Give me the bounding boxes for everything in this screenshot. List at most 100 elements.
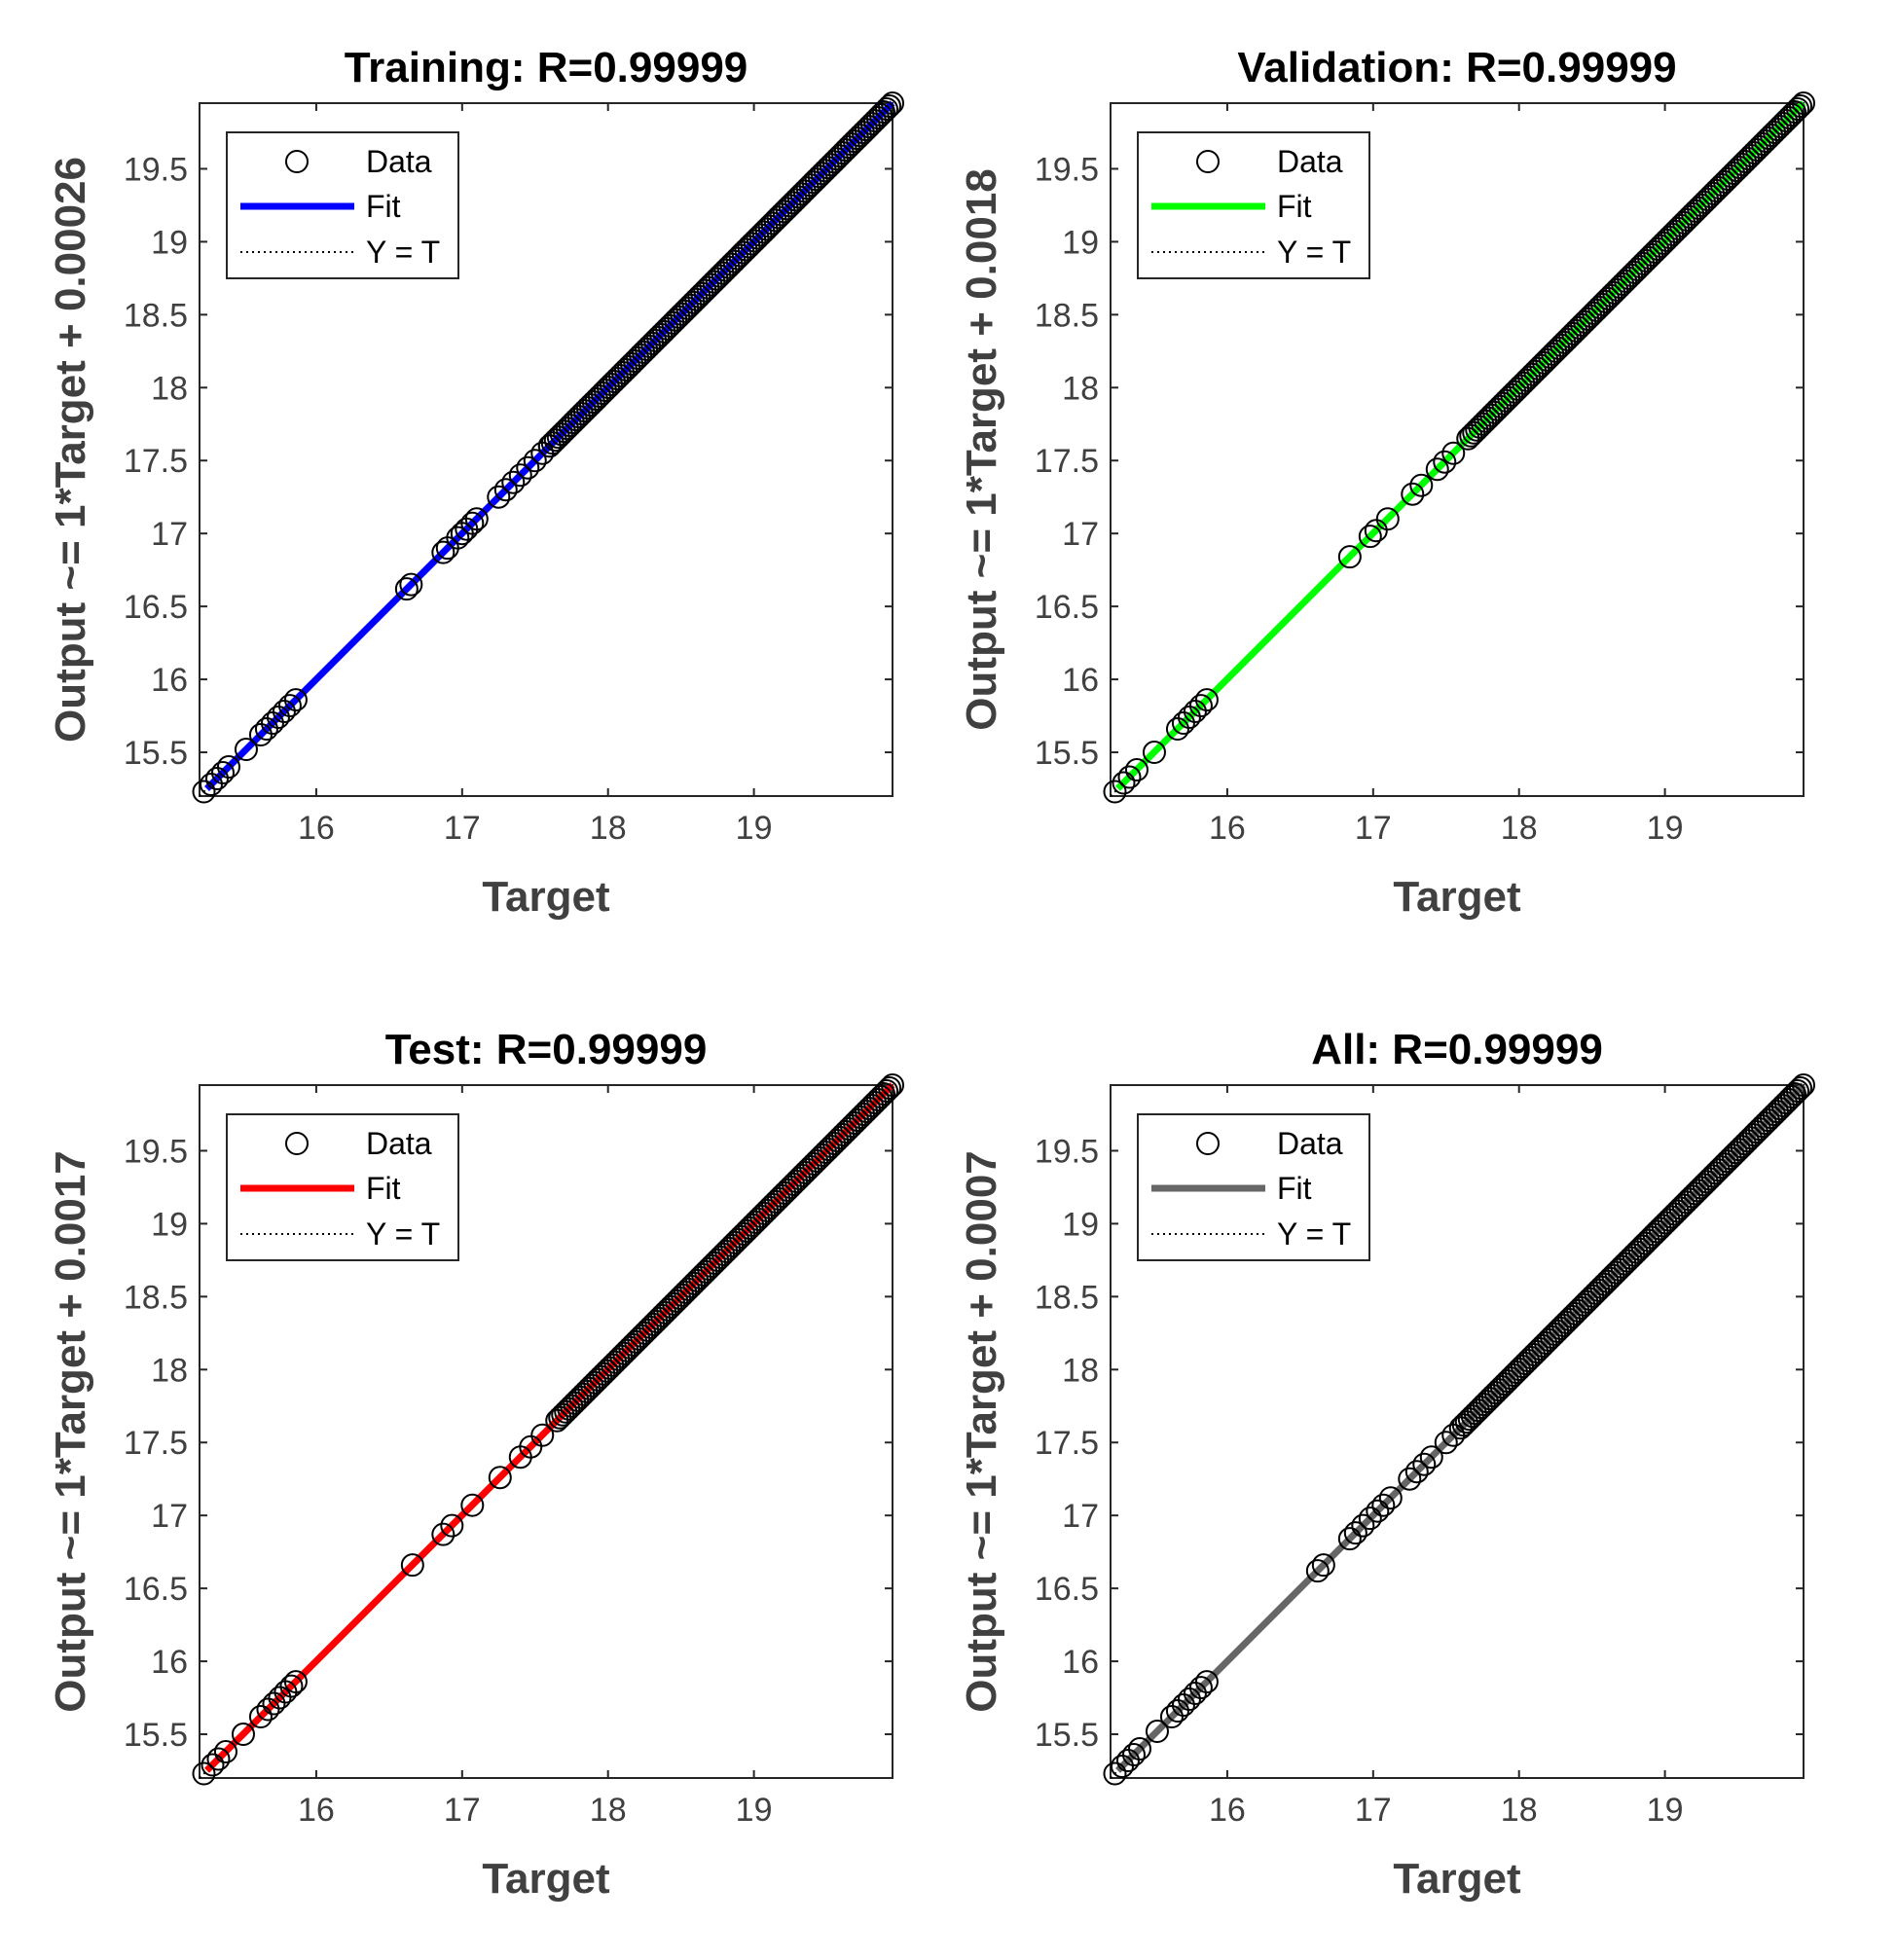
legend-fit-label: Fit [1277,189,1312,224]
data-point-dense [652,319,676,344]
data-point-dense [1668,1196,1693,1220]
data-point [1305,1559,1330,1583]
data-point-dense [623,348,647,373]
data-point-dense [1522,1342,1547,1366]
y-tick-label: 19.5 [124,1133,188,1170]
data-point-dense [1514,368,1539,392]
x-tick-label: 17 [1355,1792,1392,1829]
data-point-dense [1757,126,1781,150]
data-point-dense [711,1242,736,1266]
data-point [192,780,216,804]
data-point-dense [1620,263,1644,287]
data-point-dense [1693,190,1717,214]
data-point-dense [834,1119,858,1143]
data-point-dense [543,428,567,453]
data-point-dense [675,296,700,320]
data-point-dense [819,153,843,177]
y-tick-label: 17 [151,1498,188,1535]
data-point-dense [772,200,796,224]
data-point-dense [606,1347,631,1371]
data-point-dense [1495,1369,1519,1394]
data-point-dense [1510,1355,1534,1379]
data-point-dense [1672,210,1696,235]
data-point [431,1522,456,1546]
x-tick-label: 16 [1209,1792,1246,1829]
data-point-dense [577,1376,602,1400]
data-point-dense [764,1189,788,1214]
data-point-dense [749,1204,774,1228]
data-point-dense [1472,1393,1496,1417]
subplot-4: 16 17 18 19 15.5 16 16.5 17 17.5 18 18.5 19 19.5 All:… [958,1026,1815,1903]
data-point-dense [837,1116,861,1141]
data-point-dense [1786,96,1810,121]
data-point-dense [549,422,573,447]
data-point-dense [1725,158,1749,182]
data-point-dense [1706,1158,1731,1182]
data-point [519,1434,543,1459]
data-point-dense [1715,1149,1739,1174]
data-point-dense [1628,254,1653,278]
data-point-dense [1593,289,1618,313]
data-point-dense [565,1388,590,1412]
legend-fit-label: Fit [366,1171,401,1206]
data-point-dense [1703,1161,1728,1185]
data-point-dense [599,373,623,397]
data-point-dense [679,1274,704,1298]
data-point-dense [793,1160,818,1184]
plot-area [192,1073,904,1786]
data-point-dense [629,343,653,367]
data-point-dense [790,1163,815,1187]
data-point-dense [633,1321,657,1345]
y-tick-label: 19.5 [124,151,188,188]
legend-data-marker [285,150,309,173]
data-point-dense [705,267,729,291]
data-point-dense [761,1192,785,1216]
data-point-dense [1627,1237,1652,1261]
data-point-dense [703,1251,727,1275]
data-point [1419,1445,1443,1470]
data-point-dense [1776,1088,1801,1112]
data-point-dense [1783,99,1807,124]
data-point [1351,1513,1375,1538]
data-point-dense [855,1099,879,1123]
y-tick-label: 18 [1062,370,1099,407]
data-point-dense [804,167,828,192]
data-point-dense [555,417,579,441]
data-point-dense [706,1248,730,1272]
legend: Data Fit Y = T [1137,131,1370,279]
data-point-dense [1739,143,1764,167]
data-point-dense [1771,111,1796,135]
data-point-dense [635,337,659,361]
data-point-dense [667,305,691,329]
data-point-dense [1712,1152,1736,1177]
data-point-dense [1652,231,1676,255]
data-point-dense [578,393,602,417]
subplot-2: 16 17 18 19 15.5 16 16.5 17 17.5 18 18.5 19 19.5 Vali… [958,44,1815,921]
data-point-dense [738,1216,762,1240]
y-tick-label: 17 [1062,516,1099,553]
y-tick-label: 17.5 [1035,1425,1099,1462]
y-tick-label: 15.5 [1035,735,1099,772]
data-point-dense [1532,350,1556,375]
data-point-dense [805,1148,829,1173]
data-point-dense [575,396,600,420]
plot-area [192,91,904,804]
data-point [234,738,258,762]
data-point [206,1747,231,1771]
data-point-dense [627,1326,651,1351]
data-point-dense [1474,409,1498,433]
data-point [1398,1467,1422,1491]
data-point-dense [1482,400,1507,424]
data-point-dense [1700,1164,1725,1188]
data-point-dense [602,370,626,394]
data-point [231,1723,255,1747]
data-point-dense [1534,1330,1558,1355]
data-point-dense [687,284,711,309]
data-point-dense [1634,248,1659,272]
data-point-dense [697,1256,721,1281]
data-point-dense [1677,1187,1701,1212]
data-point-dense [846,1107,870,1132]
data-point-dense [1637,245,1661,270]
data-point [201,1753,225,1777]
data-point-dense [665,1289,689,1313]
